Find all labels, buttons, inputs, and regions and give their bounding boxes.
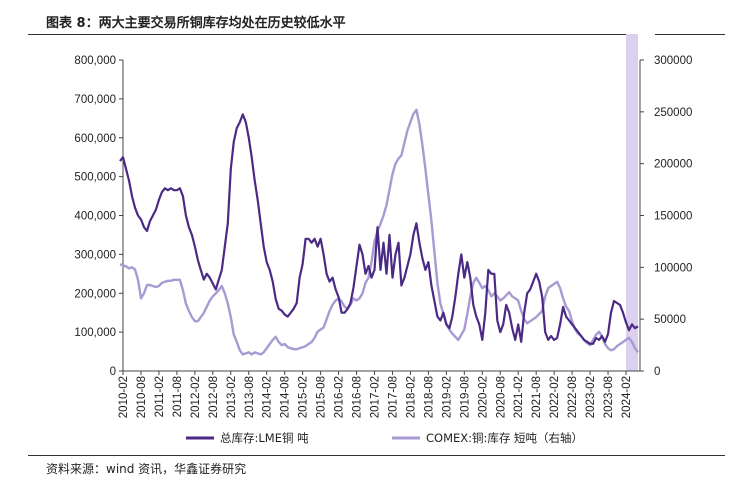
chart-title: 图表 8：两大主要交易所铜库存均处在历史较低水平 xyxy=(46,16,346,31)
top-rule-left xyxy=(28,34,638,35)
x-tick-label: 2023-08 xyxy=(603,376,615,418)
x-tick-label: 2010-08 xyxy=(136,376,148,418)
left-tick-label: 800,000 xyxy=(74,55,116,67)
right-tick-label: 200000 xyxy=(654,159,692,171)
x-tick-label: 2014-02 xyxy=(262,376,274,418)
x-tick-label: 2018-02 xyxy=(405,376,417,418)
x-tick-label: 2023-02 xyxy=(585,376,597,418)
x-tick-label: 2013-02 xyxy=(226,376,238,418)
left-tick-label: 300,000 xyxy=(74,249,116,261)
legend: 总库存:LME铜 吨 COMEX:铜:库存 短吨（右轴） xyxy=(186,431,583,445)
source-note: 资料来源：wind 资讯，华鑫证券研究 xyxy=(46,462,247,476)
x-tick-label: 2020-08 xyxy=(495,376,507,418)
x-tick-label: 2015-02 xyxy=(298,376,310,418)
legend-label-0: 总库存:LME铜 吨 xyxy=(220,431,309,445)
x-tick-label: 2020-02 xyxy=(477,376,489,418)
x-tick-label: 2024-02 xyxy=(621,376,633,418)
axes xyxy=(122,60,641,372)
right-tick-label: 50000 xyxy=(654,314,686,326)
series-lines xyxy=(119,108,639,356)
x-tick-label: 2021-02 xyxy=(513,376,525,418)
x-tick-label: 2012-08 xyxy=(208,376,220,418)
left-tick-label: 0 xyxy=(110,366,116,378)
bottom-rule xyxy=(28,455,725,456)
right-tick-label: 250000 xyxy=(654,107,692,119)
x-tick-label: 2022-02 xyxy=(549,376,561,418)
highlight-rect xyxy=(626,34,638,371)
x-tick-label: 2019-02 xyxy=(441,376,453,418)
x-tick-label: 2019-08 xyxy=(459,376,471,418)
highlight-band xyxy=(626,34,638,371)
right-tick-label: 100000 xyxy=(654,262,692,274)
x-tick-label: 2022-08 xyxy=(567,376,579,418)
x-tick-label: 2012-02 xyxy=(190,376,202,418)
left-tick-label: 600,000 xyxy=(74,133,116,145)
x-axis-ticks: 2010-02 2010-08 2011-02 2011-08 2012-02 2012-… xyxy=(118,371,633,418)
left-tick-label: 200,000 xyxy=(74,288,116,300)
right-axis-ticks: 0 50000 100000 150000 200000 250000 300000 xyxy=(640,55,692,378)
series-line-1 xyxy=(119,108,639,356)
left-tick-label: 500,000 xyxy=(74,172,116,184)
x-tick-label: 2021-08 xyxy=(531,376,543,418)
left-tick-label: 700,000 xyxy=(74,94,116,106)
x-tick-label: 2017-08 xyxy=(387,376,399,418)
x-tick-label: 2014-08 xyxy=(280,376,292,418)
series-line-0 xyxy=(119,113,639,345)
top-rule-right xyxy=(655,34,725,35)
right-tick-label: 300000 xyxy=(654,55,692,67)
x-tick-label: 2017-02 xyxy=(370,376,382,418)
x-tick-label: 2018-08 xyxy=(423,376,435,418)
x-tick-label: 2011-08 xyxy=(172,376,184,417)
left-axis-ticks: 0 100,000 200,000 300,000 400,000 500,000 600,… xyxy=(74,55,123,378)
x-tick-label: 2013-08 xyxy=(244,376,256,418)
left-tick-label: 400,000 xyxy=(74,211,116,223)
right-tick-label: 150000 xyxy=(654,211,692,223)
left-tick-label: 100,000 xyxy=(74,327,116,339)
x-tick-label: 2015-08 xyxy=(316,376,328,418)
x-tick-label: 2016-02 xyxy=(334,376,346,418)
x-tick-label: 2016-08 xyxy=(352,376,364,418)
legend-label-1: COMEX:铜:库存 短吨（右轴） xyxy=(426,431,583,445)
x-tick-label: 2011-02 xyxy=(154,376,166,417)
x-tick-label: 2010-02 xyxy=(118,376,130,418)
right-tick-label: 0 xyxy=(654,366,660,378)
